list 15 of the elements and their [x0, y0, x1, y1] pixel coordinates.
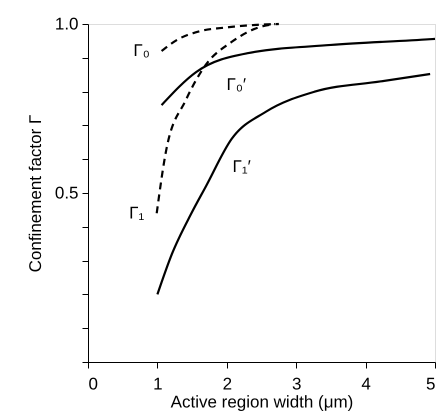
series-label: Γ₀ — [133, 41, 150, 60]
x-tick-label: 3 — [292, 374, 302, 394]
x-tick-label: 0 — [88, 374, 98, 394]
y-tick-label: 1.0 — [54, 14, 78, 34]
x-tick-label: 4 — [361, 374, 371, 394]
y-tick-label: 0.5 — [54, 184, 78, 202]
x-tick-label: 2 — [222, 374, 232, 394]
series-label: Γ₁′ — [232, 156, 251, 176]
series-label: Γ₁ — [129, 203, 145, 222]
x-tick-label: 1 — [153, 374, 163, 394]
y-axis-title: Confinement factor Γ — [26, 114, 45, 272]
x-axis-title: Active region width (μm) — [170, 392, 354, 412]
series-label: Γ₀′ — [226, 75, 246, 94]
line-series — [156, 72, 432, 296]
x-tick-label: 5 — [426, 374, 436, 394]
